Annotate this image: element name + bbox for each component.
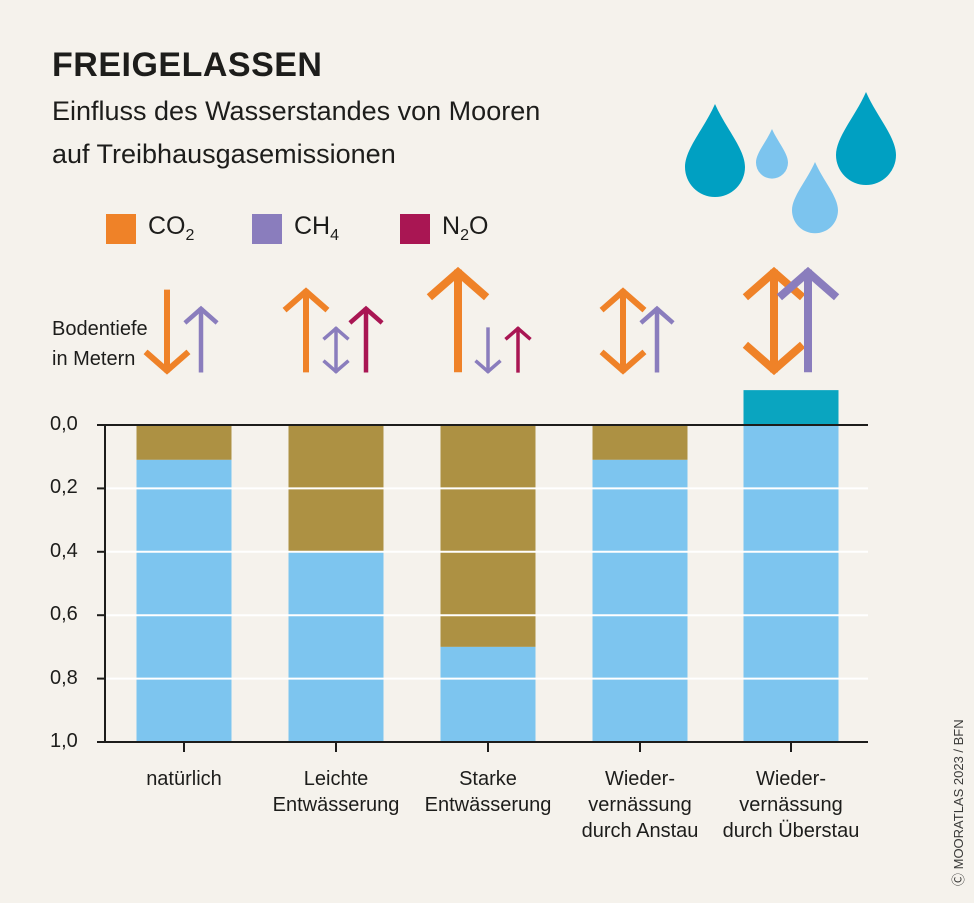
arrow-head-down	[599, 349, 647, 375]
category-label-2: Starke Entwässerung	[403, 766, 573, 818]
emission-arrow-ch4-up	[639, 305, 675, 373]
category-label-line: Starke	[459, 768, 517, 790]
bar-water-saturated-1	[288, 551, 384, 742]
arrow-head-down	[474, 359, 502, 374]
category-label-line: durch Anstau	[581, 820, 699, 842]
bar-water-saturated-3	[592, 459, 688, 742]
bar-water-saturated-4	[743, 425, 839, 742]
legend-item-n2o: N2O	[400, 212, 488, 245]
arrow-head-up	[776, 266, 840, 301]
emission-arrow-ch4-up	[776, 266, 840, 373]
category-label-line: vernässung	[588, 794, 692, 816]
water-drop-icon	[836, 92, 896, 185]
water-drop-icon	[792, 162, 838, 234]
emission-arrow-n2o-up	[348, 305, 384, 373]
legend-item-ch4: CH4	[252, 212, 339, 245]
arrow-head-up	[504, 326, 532, 341]
emission-arrow-ch4-up	[183, 305, 219, 373]
credit-line: Ⓒ MOORATLAS 2023 / BFN	[951, 719, 966, 886]
category-label-line: Wieder-	[755, 768, 826, 790]
y-tick-label: 0,0	[50, 413, 78, 435]
emission-arrow-co2-up	[426, 266, 490, 373]
arrow-head-up	[426, 266, 490, 301]
bar-surface-water-4	[743, 390, 839, 425]
chart-subtitle-line1: Einfluss des Wasserstandes von Mooren	[52, 96, 541, 126]
arrow-head-down	[322, 359, 350, 374]
category-label-line: Leichte	[303, 768, 369, 790]
legend-swatch-ch4	[252, 213, 282, 244]
legend-label-co2: CO2	[148, 212, 195, 244]
arrow-head-up	[639, 305, 675, 325]
arrow-head-up	[322, 326, 350, 341]
emission-arrow-co2-down	[143, 289, 191, 375]
bar-dry-soil-2	[440, 425, 536, 647]
category-label-0: natürlich	[99, 766, 269, 792]
category-label-4: Wieder-vernässung durch Überstau	[706, 766, 876, 844]
arrow-head-down	[143, 349, 191, 375]
category-label-line: Wieder-	[604, 768, 675, 790]
y-tick-label: 0,2	[50, 476, 78, 499]
emission-arrow-ch4-down	[474, 327, 502, 374]
y-axis-label-line1: Bodentiefe	[52, 318, 148, 340]
arrow-head-up	[183, 305, 219, 325]
emission-arrow-ch4-both	[322, 326, 350, 374]
category-label-3: Wieder-vernässung durch Anstau	[555, 766, 725, 844]
category-label-line: Entwässerung	[272, 794, 400, 816]
legend-label-n2o: N2O	[442, 212, 489, 244]
legend-label-ch4: CH4	[294, 212, 340, 244]
emission-arrow-co2-up	[282, 287, 330, 373]
y-axis-label-line2: in Metern	[52, 348, 136, 370]
water-drop-icon	[756, 129, 788, 179]
emission-arrow-co2-both	[599, 287, 647, 375]
category-label-1: Leichte Entwässerung	[251, 766, 421, 818]
bar-water-saturated-2	[440, 646, 536, 742]
chart-subtitle-line2: auf Treibhausgasemissionen	[52, 139, 396, 169]
category-label-line: vernässung	[739, 794, 843, 816]
category-label-line: durch Überstau	[722, 820, 860, 842]
arrow-head-up	[599, 287, 647, 313]
category-label-line: Entwässerung	[424, 794, 552, 816]
arrow-head-up	[348, 305, 384, 325]
emission-arrow-n2o-up	[504, 326, 532, 373]
bar-dry-soil-3	[592, 425, 688, 460]
arrow-head-up	[282, 287, 330, 313]
category-label-line: natürlich	[146, 768, 222, 790]
bar-dry-soil-0	[136, 425, 232, 460]
chart-title: FREIGELASSEN	[52, 46, 323, 84]
legend-item-co2: CO2	[106, 212, 194, 245]
legend-swatch-co2	[106, 213, 136, 244]
legend-swatch-n2o	[400, 213, 430, 244]
y-tick-label: 1,0	[50, 730, 78, 752]
arrow-head-down	[742, 341, 806, 376]
water-drop-icon	[685, 104, 745, 197]
y-tick-label: 0,4	[50, 539, 78, 562]
y-tick-label: 0,8	[50, 666, 78, 689]
y-tick-label: 0,6	[50, 603, 78, 626]
bar-water-saturated-0	[136, 459, 232, 742]
